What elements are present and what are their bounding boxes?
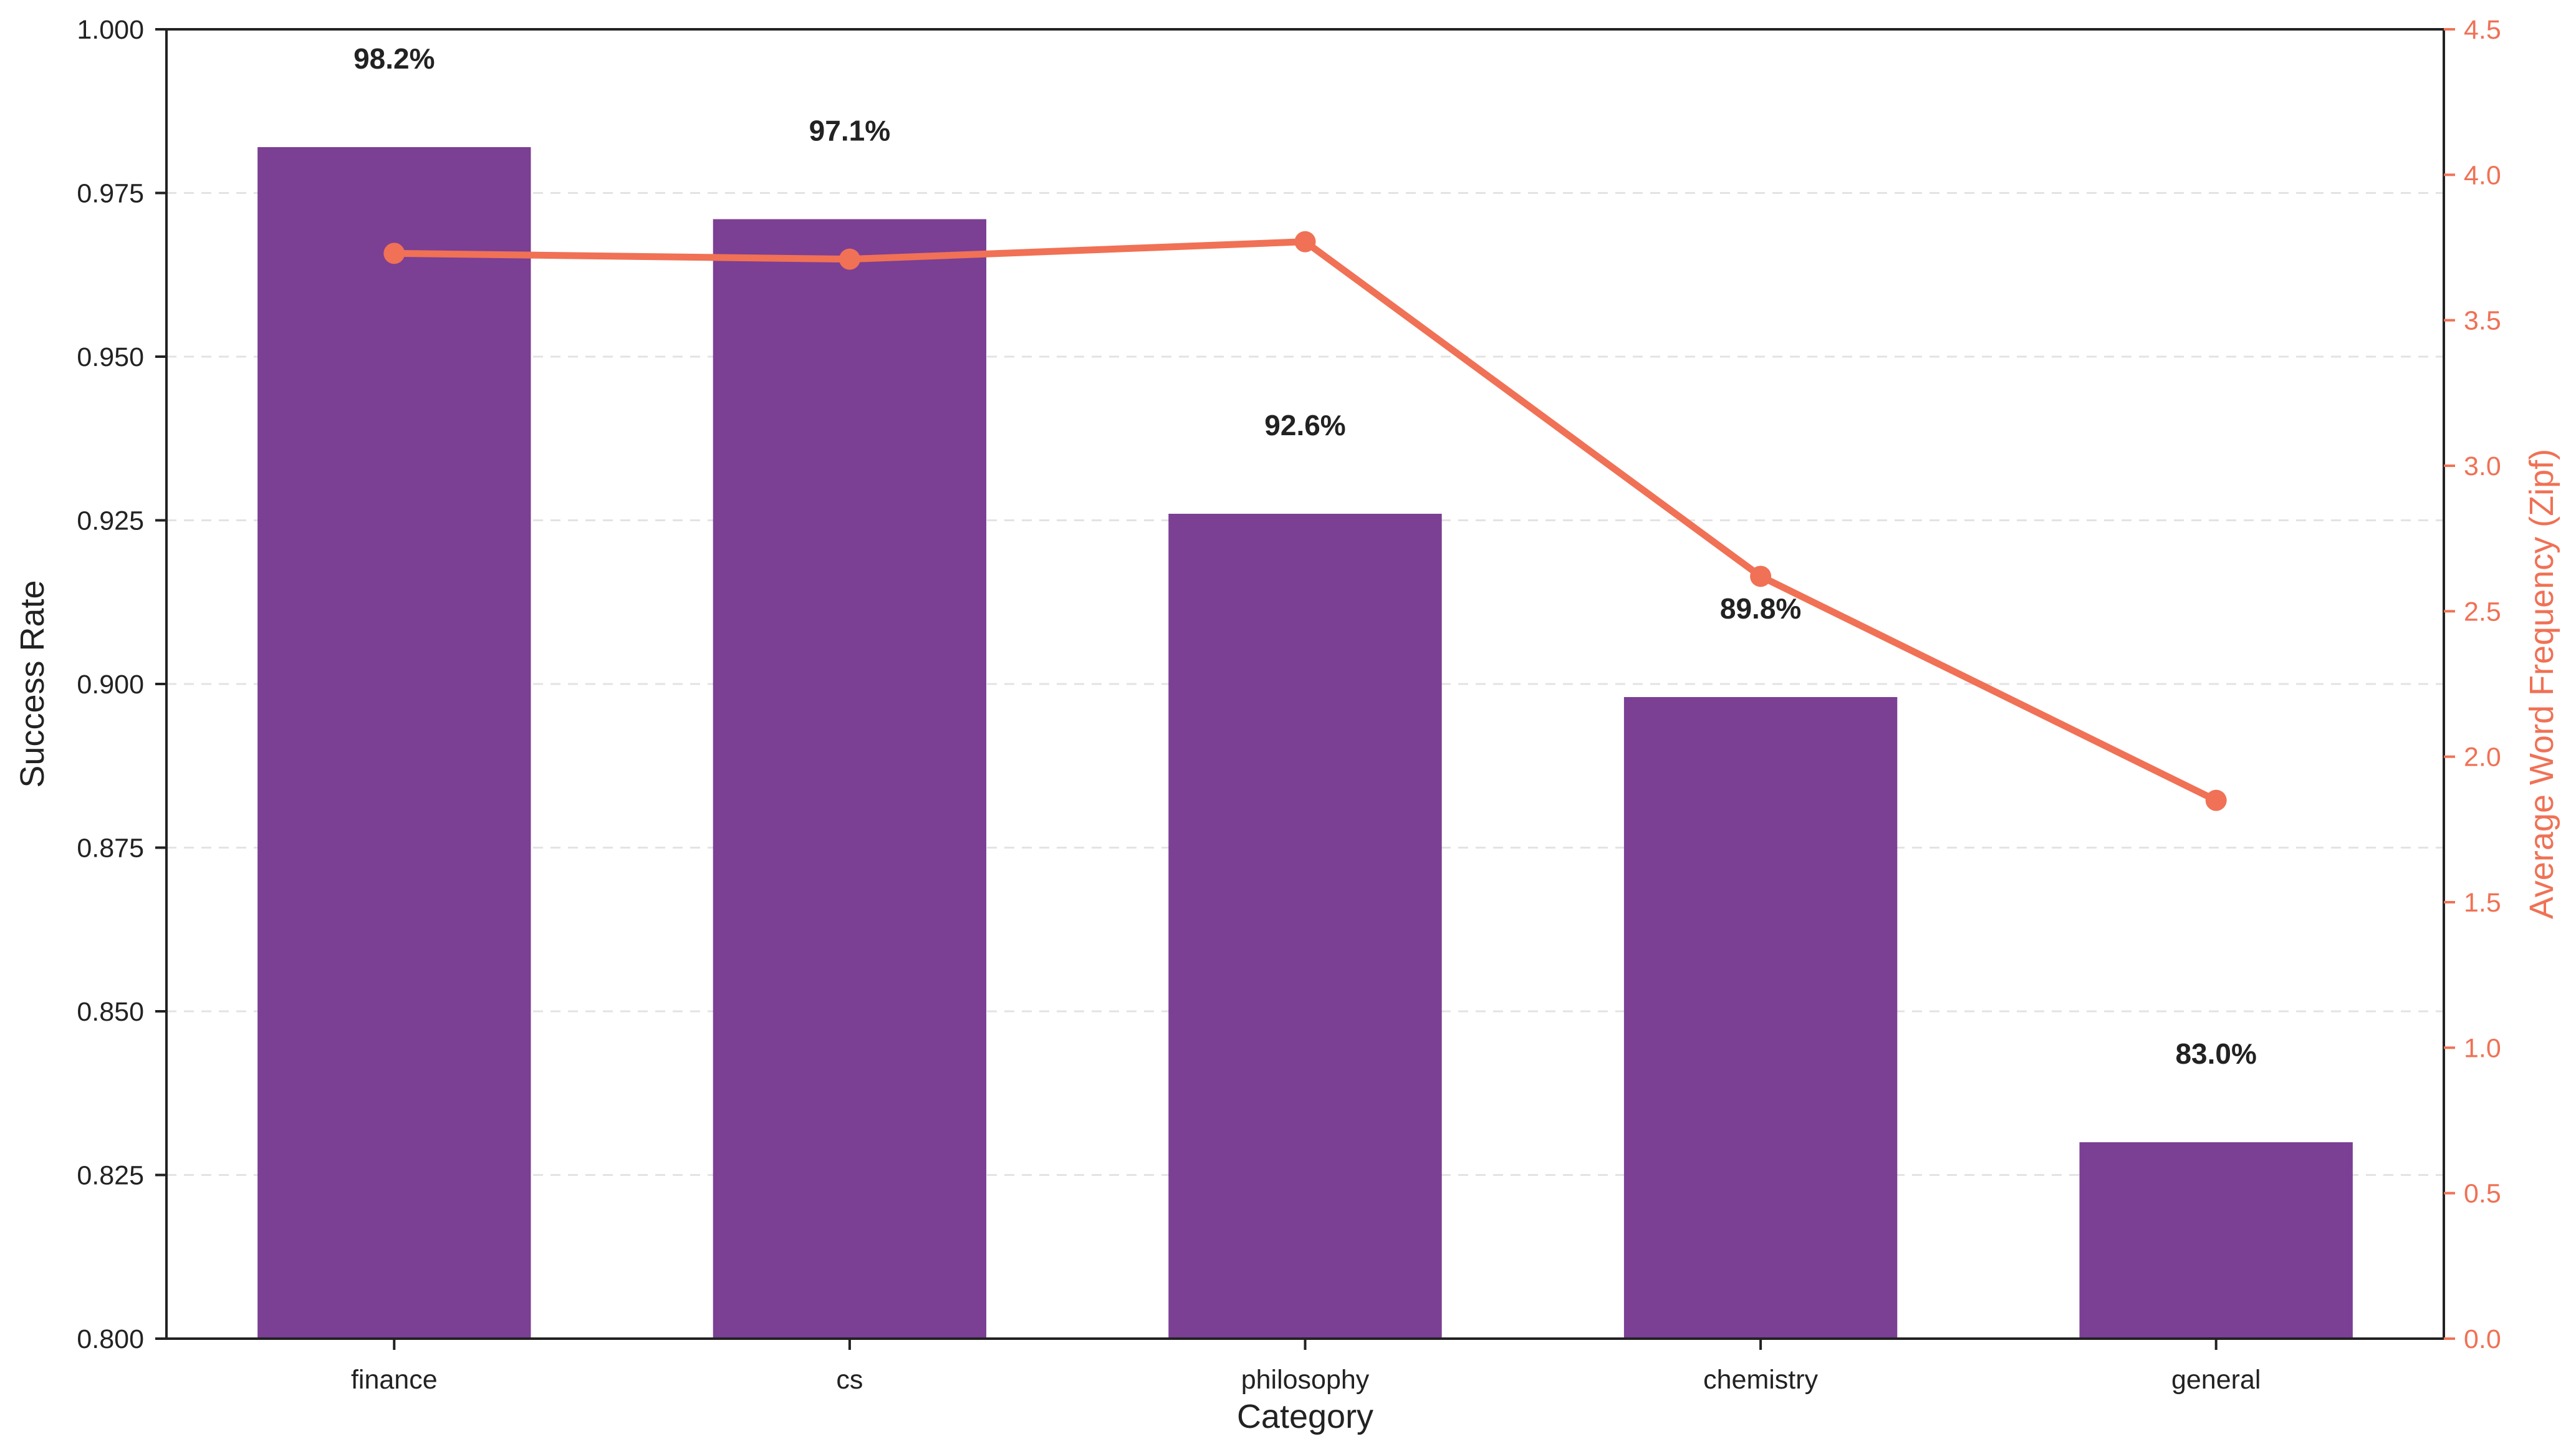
line-point	[1294, 231, 1316, 253]
data-labels: 98.2% 97.1% 92.6% 89.8% 83.0%	[353, 42, 2257, 1070]
y-tick-label: 0.950	[77, 342, 144, 372]
axes: 0.800 0.825 0.850 0.875 0.900 0.925 0.950 0.975…	[77, 15, 2501, 1395]
y-tick-label: 0.800	[77, 1324, 144, 1354]
x-tick-label: cs	[836, 1365, 863, 1395]
line-point	[383, 243, 405, 264]
bar	[2079, 1142, 2353, 1339]
y-tick-label: 0.900	[77, 670, 144, 700]
y2-tick-label: 0.0	[2464, 1324, 2501, 1354]
line-point	[2205, 789, 2227, 811]
y2-tick-label: 4.0	[2464, 160, 2501, 190]
bar	[257, 147, 531, 1339]
bar	[713, 219, 987, 1339]
y-tick-label: 0.975	[77, 179, 144, 209]
y2-axis-title: Average Word Frequency (Zipf)	[2523, 449, 2560, 919]
data-label: 97.1%	[809, 115, 890, 147]
data-label: 89.8%	[1720, 592, 1801, 625]
y-tick-label: 0.850	[77, 997, 144, 1027]
y2-tick-label: 3.5	[2464, 306, 2501, 336]
x-tick-label: chemistry	[1703, 1365, 1818, 1395]
x-tick-label: philosophy	[1241, 1365, 1370, 1395]
y2-tick-label: 1.5	[2464, 888, 2501, 918]
bar-series	[257, 147, 2353, 1339]
data-label: 98.2%	[353, 42, 435, 75]
x-axis-title: Category	[1237, 1398, 1373, 1435]
x-tick-label: general	[2171, 1365, 2261, 1395]
y2-tick-label: 3.0	[2464, 451, 2501, 481]
line-point	[1750, 566, 1772, 587]
y-tick-label: 0.825	[77, 1161, 144, 1191]
y2-tick-label: 1.0	[2464, 1033, 2501, 1063]
line-point	[839, 248, 860, 270]
y-axis-title: Success Rate	[14, 580, 51, 787]
y2-tick-label: 2.5	[2464, 597, 2501, 627]
y2-tick-label: 0.5	[2464, 1179, 2501, 1209]
y-tick-label: 0.875	[77, 834, 144, 864]
y2-tick-label: 4.5	[2464, 15, 2501, 45]
y-tick-label: 1.000	[77, 15, 144, 45]
y2-tick-label: 2.0	[2464, 743, 2501, 773]
x-tick-label: finance	[351, 1365, 438, 1395]
y-tick-label: 0.925	[77, 506, 144, 536]
data-label: 92.6%	[1264, 409, 1345, 441]
line-series	[383, 231, 2227, 811]
bar	[1168, 514, 1442, 1339]
data-label: 83.0%	[2175, 1038, 2256, 1070]
bar	[1623, 697, 1898, 1339]
